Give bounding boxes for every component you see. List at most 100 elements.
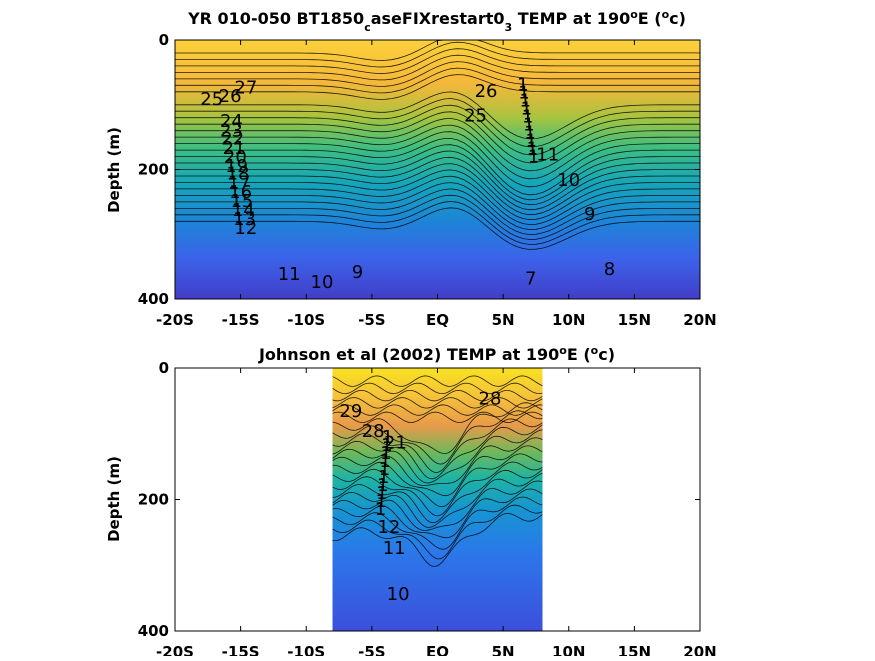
x-tick-label: 20N xyxy=(683,643,716,656)
isotherm-line xyxy=(175,156,700,211)
x-tick-label: -5S xyxy=(358,311,385,329)
isotherm-line xyxy=(332,411,543,424)
contour-label: 8 xyxy=(604,259,615,280)
contour-label-cluster: 1 xyxy=(375,491,386,512)
contour-label-cluster: 1 xyxy=(523,115,534,136)
isotherm-line xyxy=(332,418,543,473)
isotherm-line xyxy=(332,404,543,416)
isotherm-line xyxy=(175,137,700,196)
contour-label: 20 xyxy=(224,147,247,168)
y-tick-label: 400 xyxy=(138,622,169,640)
isotherm-line xyxy=(332,445,543,497)
y-axis-label: Depth (m) xyxy=(105,456,123,542)
x-tick-label: 15N xyxy=(618,643,651,656)
contour-label: 17 xyxy=(228,173,251,194)
isotherm-line xyxy=(175,111,700,164)
contour-label: 28 xyxy=(479,389,502,410)
isotherm-line xyxy=(332,402,543,454)
isotherm-line xyxy=(175,61,700,87)
x-tick-label: -20S xyxy=(156,311,194,329)
contour-label-cluster: 1 xyxy=(378,467,389,488)
contour-label: 25 xyxy=(200,89,223,110)
contour-label: 26 xyxy=(219,86,242,107)
contour-label-cluster: 1 xyxy=(517,75,528,96)
contour-label-cluster: 1 xyxy=(525,131,536,152)
contour-label-cluster: 1 xyxy=(377,475,388,496)
contour-label: 10 xyxy=(387,584,410,605)
panel-title: YR 010-050 BT1850caseFIXrestart03 TEMP a… xyxy=(187,8,686,34)
contour-label: 24 xyxy=(220,111,243,132)
contour-label: 26 xyxy=(475,81,498,102)
contour-label-cluster: 1 xyxy=(376,483,387,504)
isotherm-line xyxy=(175,98,700,148)
contour-label: 18 xyxy=(227,164,250,185)
contour-label-cluster: 1 xyxy=(379,451,390,472)
isotherm-line xyxy=(175,67,700,94)
x-tick-label: 10N xyxy=(552,643,585,656)
isotherm-line xyxy=(332,504,543,560)
isotherm-line xyxy=(332,461,543,517)
contour-label-cluster: 1 xyxy=(375,499,386,520)
x-tick-label: -10S xyxy=(287,311,325,329)
isotherm-line xyxy=(332,473,543,528)
contour-label: 11 xyxy=(278,264,301,285)
isotherm-line xyxy=(332,469,543,524)
contour-label-cluster: 1 xyxy=(379,459,390,480)
contour-label: 10 xyxy=(557,170,580,191)
y-tick-label: 0 xyxy=(159,31,169,49)
isotherm-line xyxy=(175,144,700,201)
isotherm-line xyxy=(175,194,700,240)
isotherm-line xyxy=(175,54,700,81)
contour-label: 28 xyxy=(362,421,385,442)
contour-label: 21 xyxy=(384,433,407,454)
x-tick-label: -15S xyxy=(222,311,260,329)
observation-panel: Johnson et al (2002) TEMP at 190oE (oc) … xyxy=(105,344,717,661)
isotherm-line xyxy=(332,488,543,539)
isotherm-line xyxy=(175,131,700,188)
x-tick-label: EQ xyxy=(426,643,449,656)
isotherm-line xyxy=(175,48,700,74)
isotherm-line xyxy=(175,201,700,245)
isotherm-line xyxy=(175,169,700,221)
isotherm-line xyxy=(175,91,700,140)
x-tick-label: -10S xyxy=(287,643,325,656)
x-tick-label: 5N xyxy=(492,311,515,329)
isotherm-line xyxy=(332,375,543,387)
x-tick-label: 5N xyxy=(492,643,515,656)
contour-label-cluster: 1 xyxy=(527,139,538,160)
contour-label: 23 xyxy=(220,120,243,141)
contour-label: 25 xyxy=(464,105,487,126)
contour-label: 14 xyxy=(232,200,255,221)
isotherm-line xyxy=(175,41,700,68)
contour-label: 13 xyxy=(233,209,256,230)
isotherm-line xyxy=(175,175,700,226)
contour-label: 19 xyxy=(225,156,248,177)
isotherm-line xyxy=(175,117,700,172)
contour-label: 22 xyxy=(221,129,244,150)
x-tick-label: -20S xyxy=(156,643,194,656)
contour-label: 7 xyxy=(525,269,536,290)
isotherm-line xyxy=(175,163,700,216)
contour-label: 15 xyxy=(230,191,253,212)
contour-label-cluster: 1 xyxy=(518,83,529,104)
contour-label: 9 xyxy=(584,204,595,225)
x-tick-label: 15N xyxy=(618,311,651,329)
x-tick-label: EQ xyxy=(426,311,449,329)
contour-label: 11 xyxy=(383,538,406,559)
isotherm-line xyxy=(332,496,543,550)
y-axis-label: Depth (m) xyxy=(105,127,123,213)
isotherm-line xyxy=(175,104,700,156)
isotherm-line xyxy=(175,182,700,230)
x-tick-label: 10N xyxy=(552,311,585,329)
contour-label-cluster: 1 xyxy=(382,427,393,448)
isotherm-line xyxy=(332,453,543,508)
panel-title: Johnson et al (2002) TEMP at 190oE (oc) xyxy=(258,344,615,365)
x-tick-label: -5S xyxy=(358,643,385,656)
contour-label-cluster: 1 xyxy=(528,147,539,168)
contour-label: 12 xyxy=(234,218,257,239)
isotherm-line xyxy=(175,188,700,235)
isotherm-line xyxy=(175,207,700,250)
contour-label-cluster: 1 xyxy=(519,91,530,112)
isotherm-line xyxy=(332,424,543,480)
